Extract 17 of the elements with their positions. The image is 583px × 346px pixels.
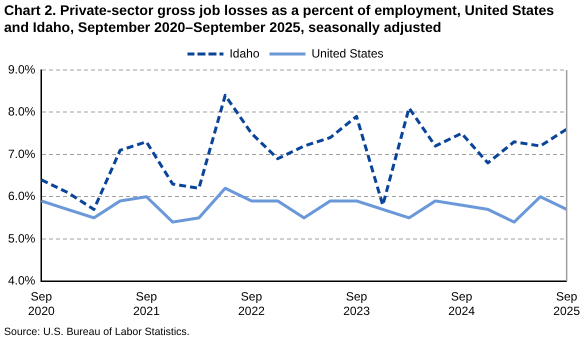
y-tick-label: 9.0% [8, 62, 36, 76]
line-series [40, 94, 568, 211]
y-tick-label: 5.0% [8, 231, 36, 246]
y-tick-label: 8.0% [8, 104, 36, 119]
chart-title: Chart 2. Private-sector gross job losses as a percent of employment, United States and Idaho, September 2020–September 2025, seasonally adjusted [4, 2, 556, 36]
y-tick-label: 7.0% [8, 146, 36, 161]
x-tick-label: Sep 2021 [133, 290, 160, 318]
legend-label: Idaho [229, 46, 260, 60]
x-tick-label: Sep 2025 [553, 290, 580, 318]
source-note: Source: U.S. Bureau of Labor Statistics. [4, 326, 190, 338]
x-tick-label: Sep 2020 [28, 290, 56, 318]
legend-label: United States [311, 46, 384, 60]
y-tick-label: 6.0% [8, 189, 36, 204]
x-tick-label: Sep 2024 [448, 290, 476, 318]
x-tick-label: Sep 2023 [343, 290, 370, 318]
x-tick-label: Sep 2022 [238, 290, 266, 318]
y-tick-label: 4.0% [8, 274, 36, 288]
